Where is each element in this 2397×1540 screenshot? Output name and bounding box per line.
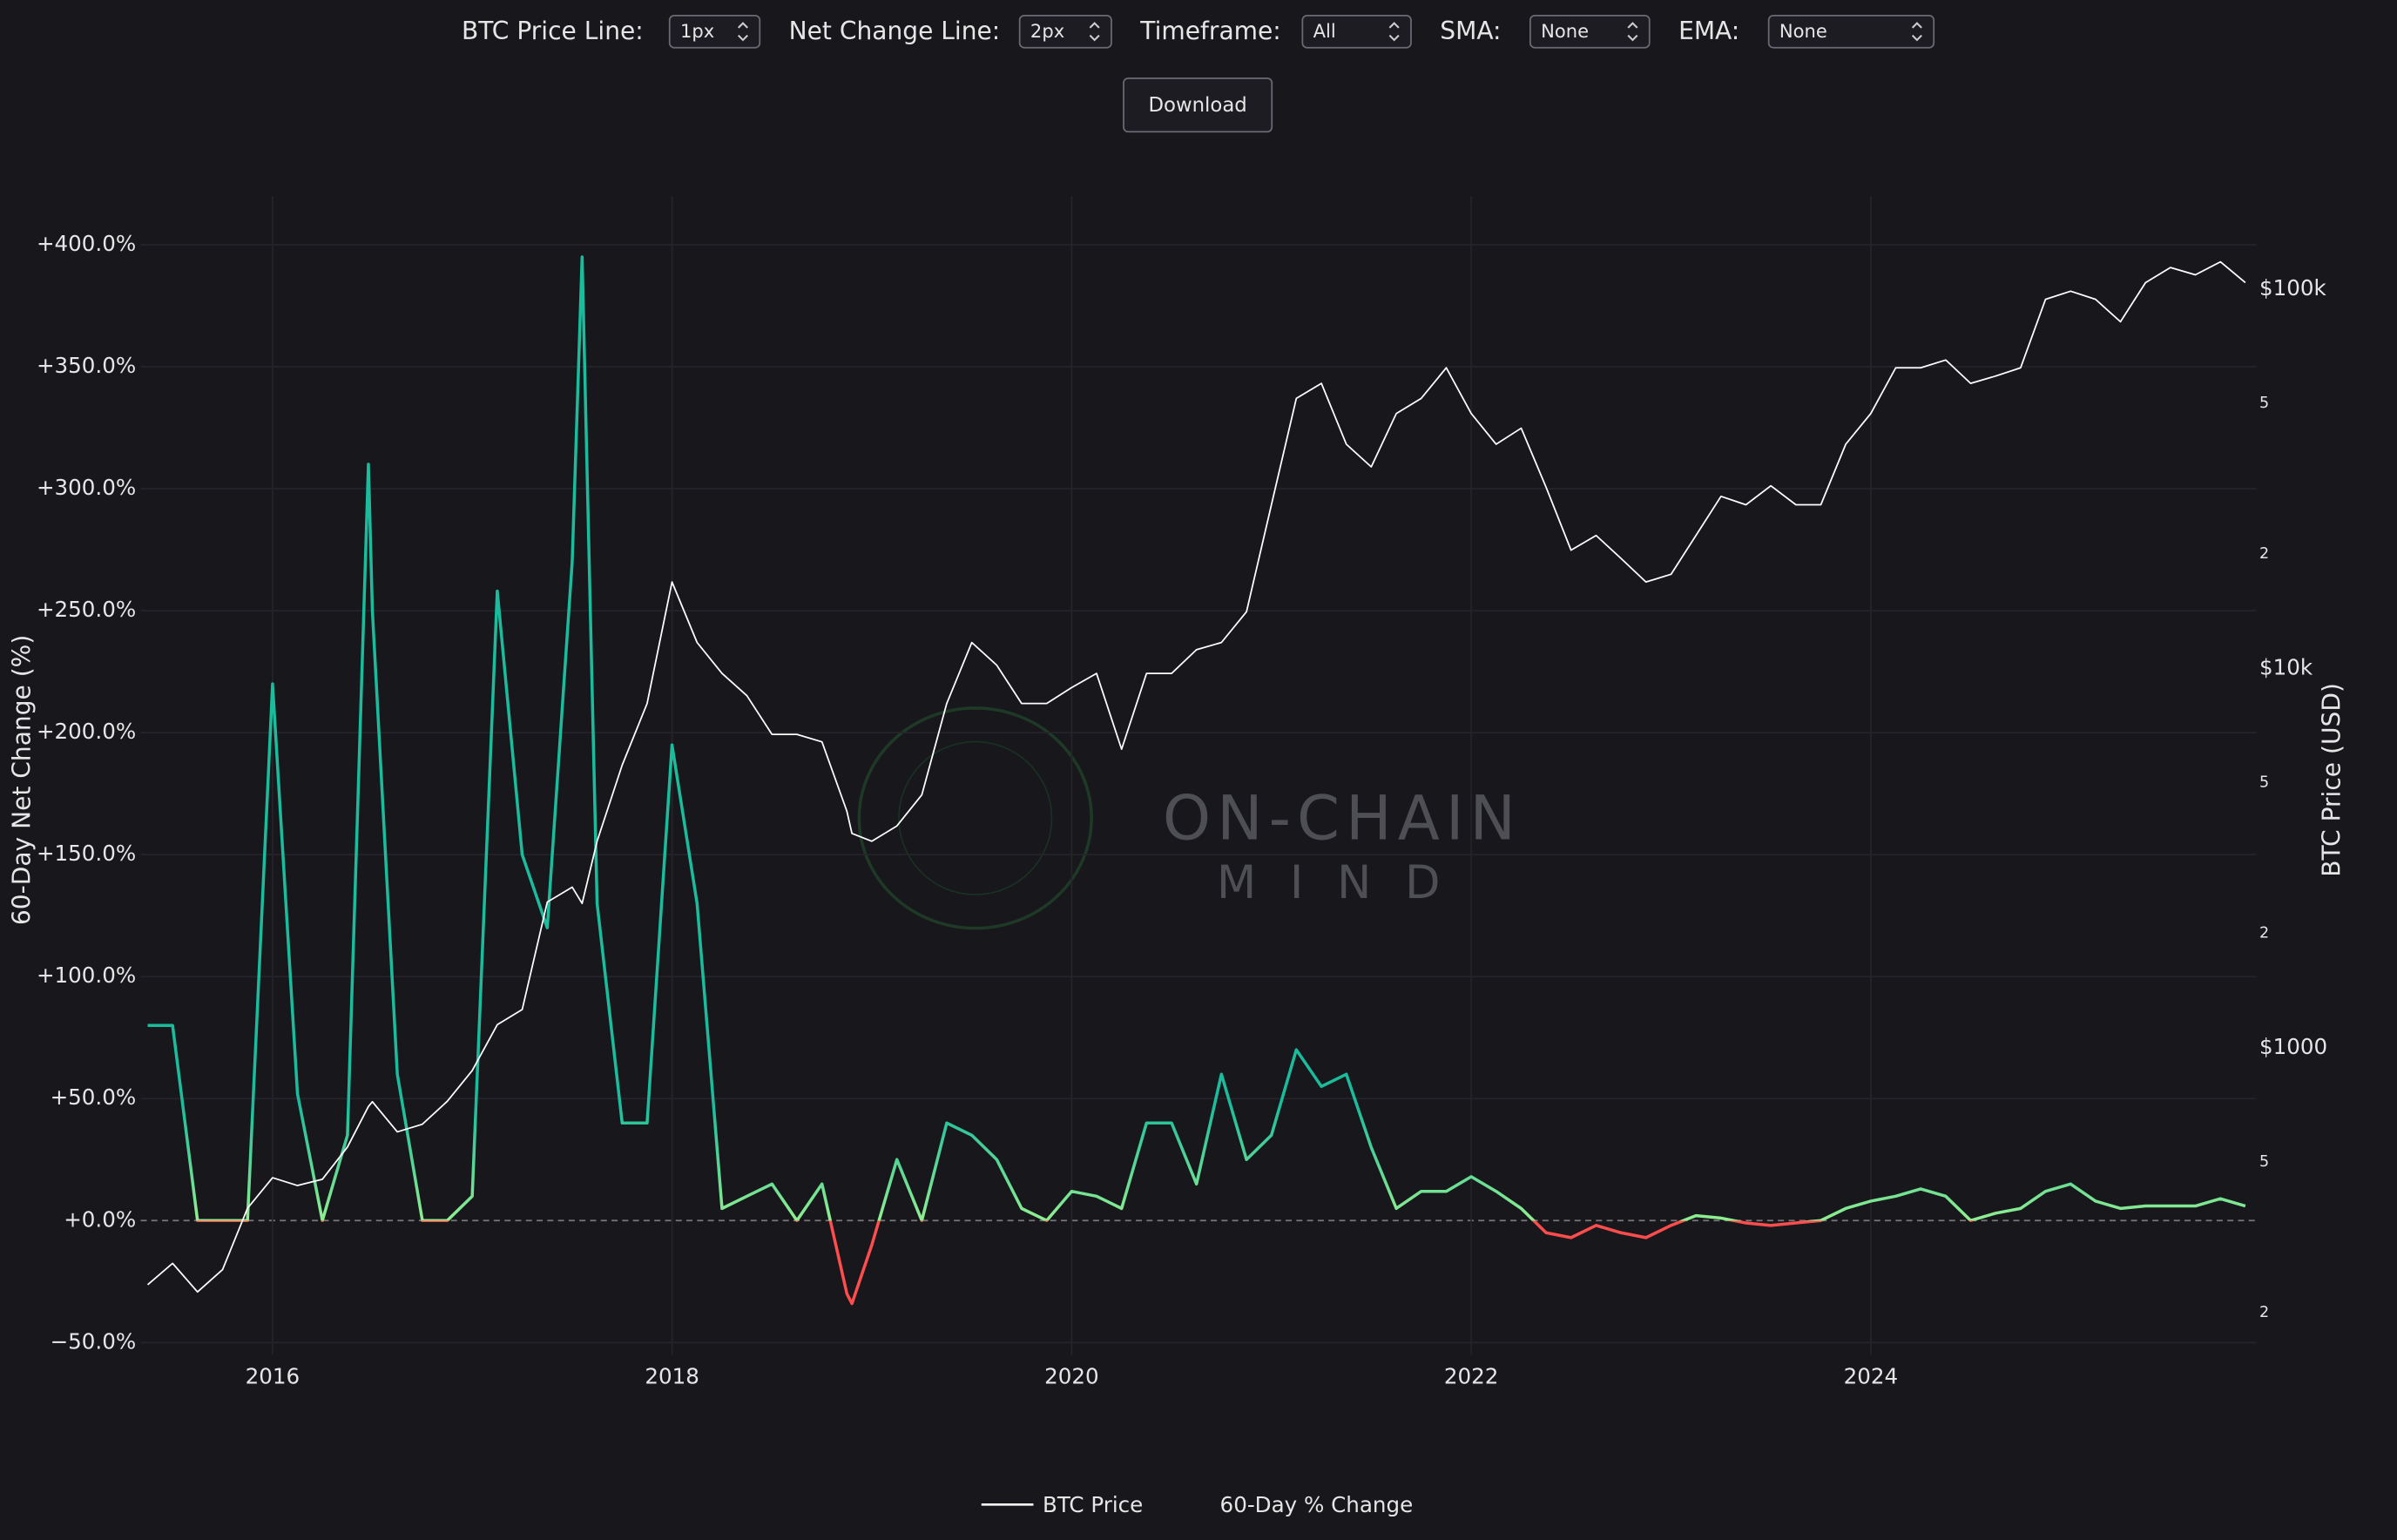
button-box: [1123, 77, 1273, 133]
select-box: [1767, 14, 1935, 49]
y2-tick-label: 2: [2259, 925, 2269, 942]
button-label: Download: [1148, 94, 1246, 117]
y-axis-title: 60-Day Net Change (%): [7, 635, 36, 925]
watermark-logo: [898, 740, 1053, 895]
control-label: Net Change Line:: [789, 17, 1001, 45]
x-tick-label: 2016: [246, 1364, 300, 1389]
control-label: BTC Price Line:: [462, 17, 644, 45]
y-tick-label: +250.0%: [37, 597, 136, 622]
control-label: EMA:: [1678, 17, 1739, 45]
select-chevron: [737, 22, 748, 42]
y2-tick-label: $1000: [2259, 1034, 2327, 1059]
select-chevron: [1627, 22, 1638, 42]
watermark-text: ON-CHAIN: [1163, 783, 1522, 854]
y2-axis-title: BTC Price (USD): [2317, 683, 2346, 877]
y-tick-label: +150.0%: [37, 841, 136, 866]
y2-tick-label: $100k: [2259, 275, 2327, 301]
y2-tick-label: 5: [2259, 395, 2269, 412]
y-tick-label: +100.0%: [37, 962, 136, 988]
select-chevron: [1911, 22, 1922, 42]
select[interactable]: All: [1301, 14, 1412, 49]
x-tick-label: 2018: [645, 1364, 699, 1389]
y-tick-label: +400.0%: [37, 231, 136, 256]
watermark: ON-CHAIN MIND: [857, 706, 1522, 930]
y-tick-label: +200.0%: [37, 719, 136, 744]
y-tick-label: +300.0%: [37, 475, 136, 500]
select-value: 2px: [1030, 20, 1064, 42]
select-box: [1529, 14, 1651, 49]
series-line: [146, 260, 2246, 1293]
control-label: Timeframe:: [1139, 17, 1280, 45]
y-tick-label: +50.0%: [51, 1084, 137, 1110]
x-tick-label: 2024: [1844, 1364, 1899, 1389]
legend-label: 60-Day % Change: [1220, 1492, 1414, 1517]
select-value: 1px: [680, 20, 714, 42]
y2-tick-label: $10k: [2259, 654, 2313, 679]
y-tick-label: −50.0%: [51, 1328, 137, 1354]
y-tick-label: +0.0%: [64, 1206, 136, 1232]
y2-tick-label: 2: [2259, 545, 2269, 563]
select-value: None: [1541, 20, 1589, 42]
select[interactable]: None: [1529, 14, 1651, 49]
y-tick-label: +350.0%: [37, 353, 136, 378]
select[interactable]: 1px: [668, 14, 761, 49]
select[interactable]: 2px: [1018, 14, 1112, 49]
select-box: [1018, 14, 1112, 49]
control-label: SMA:: [1440, 17, 1501, 45]
select-value: None: [1779, 20, 1827, 42]
select-value: All: [1313, 20, 1336, 42]
legend: BTC Price 60-Day % Change: [981, 1492, 1414, 1517]
select-box: [1301, 14, 1412, 49]
x-tick-label: 2022: [1444, 1364, 1499, 1389]
x-tick-label: 2020: [1044, 1364, 1099, 1389]
grid: [140, 195, 2257, 1355]
select-box: [668, 14, 761, 49]
select[interactable]: None: [1767, 14, 1935, 49]
select-chevron: [1388, 22, 1400, 42]
y2-tick-label: 5: [2259, 773, 2269, 791]
y2-tick-label: 2: [2259, 1304, 2269, 1321]
watermark-logo: [857, 706, 1093, 930]
download-button[interactable]: Download: [1123, 77, 1273, 133]
select-chevron: [1089, 22, 1100, 42]
series-line: [147, 255, 2246, 1306]
watermark-text: MIND: [1217, 856, 1474, 909]
legend-label: BTC Price: [1043, 1492, 1143, 1517]
y2-tick-label: 5: [2259, 1153, 2269, 1171]
